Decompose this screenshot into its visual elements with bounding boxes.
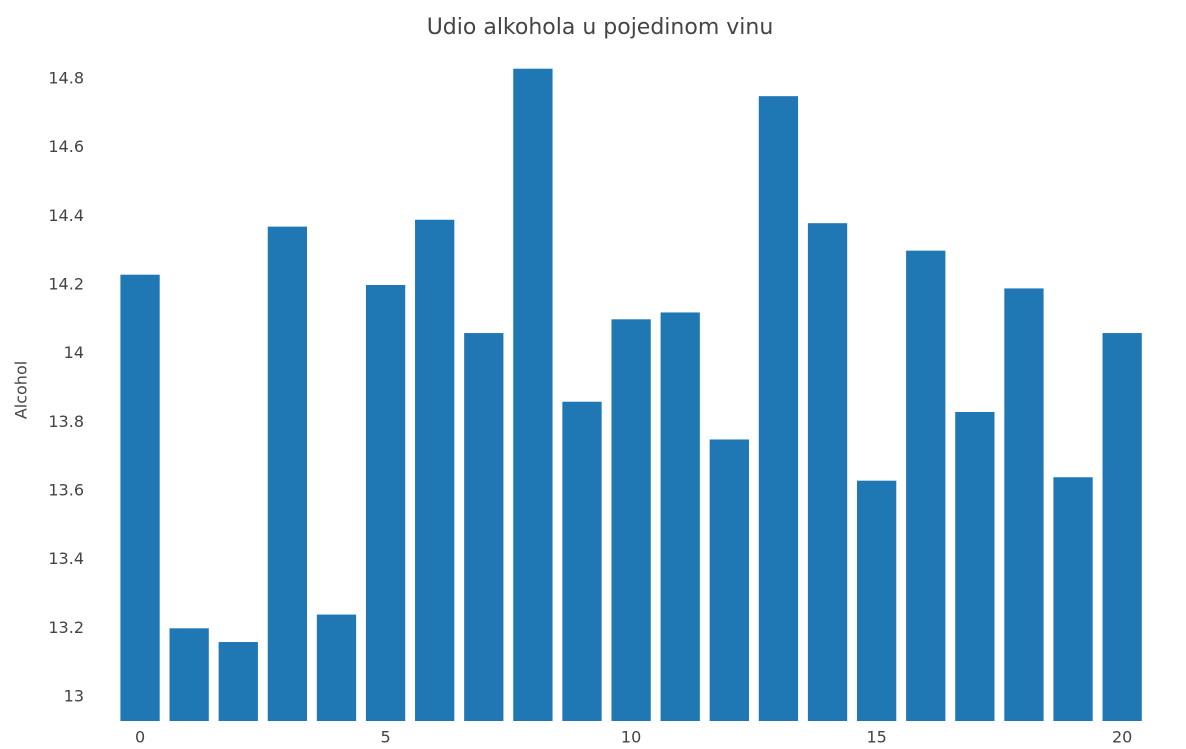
bar <box>1102 333 1142 721</box>
bar <box>464 333 504 721</box>
x-tick-label: 0 <box>135 728 145 747</box>
bar <box>758 96 799 721</box>
x-tick-label: 5 <box>380 728 390 747</box>
y-tick-label: 13 <box>64 686 84 705</box>
bar <box>709 439 749 721</box>
y-tick-label: 13.4 <box>48 549 84 568</box>
bar <box>906 250 946 722</box>
y-tick-label: 13.6 <box>48 480 84 499</box>
y-tick-label: 14.2 <box>48 274 84 293</box>
bar <box>856 480 897 721</box>
y-tick-label: 14.6 <box>48 137 84 156</box>
chart-title: Udio alkohola u pojedinom vinu <box>427 15 774 40</box>
bar <box>169 628 209 721</box>
x-tick-label: 10 <box>621 728 641 747</box>
bar <box>120 274 160 721</box>
bar <box>611 319 651 721</box>
y-tick-label: 13.8 <box>48 412 84 431</box>
bar <box>513 68 553 721</box>
bar <box>365 284 406 721</box>
bar <box>1004 288 1044 721</box>
x-tick-label: 20 <box>1112 728 1132 747</box>
bar <box>218 642 258 721</box>
bar <box>267 226 308 722</box>
bar <box>1053 477 1093 721</box>
y-tick-label: 14.8 <box>48 68 84 87</box>
y-tick-label: 14 <box>64 343 84 362</box>
bar <box>316 614 357 721</box>
bar <box>807 223 848 721</box>
y-tick-label: 13.2 <box>48 618 84 637</box>
y-axis-label: Alcohol <box>12 361 31 419</box>
y-tick-label: 14.4 <box>48 206 84 225</box>
bar <box>660 312 700 721</box>
x-tick-label: 15 <box>866 728 886 747</box>
bar <box>415 219 455 721</box>
bar <box>955 412 995 721</box>
bar <box>562 401 602 721</box>
